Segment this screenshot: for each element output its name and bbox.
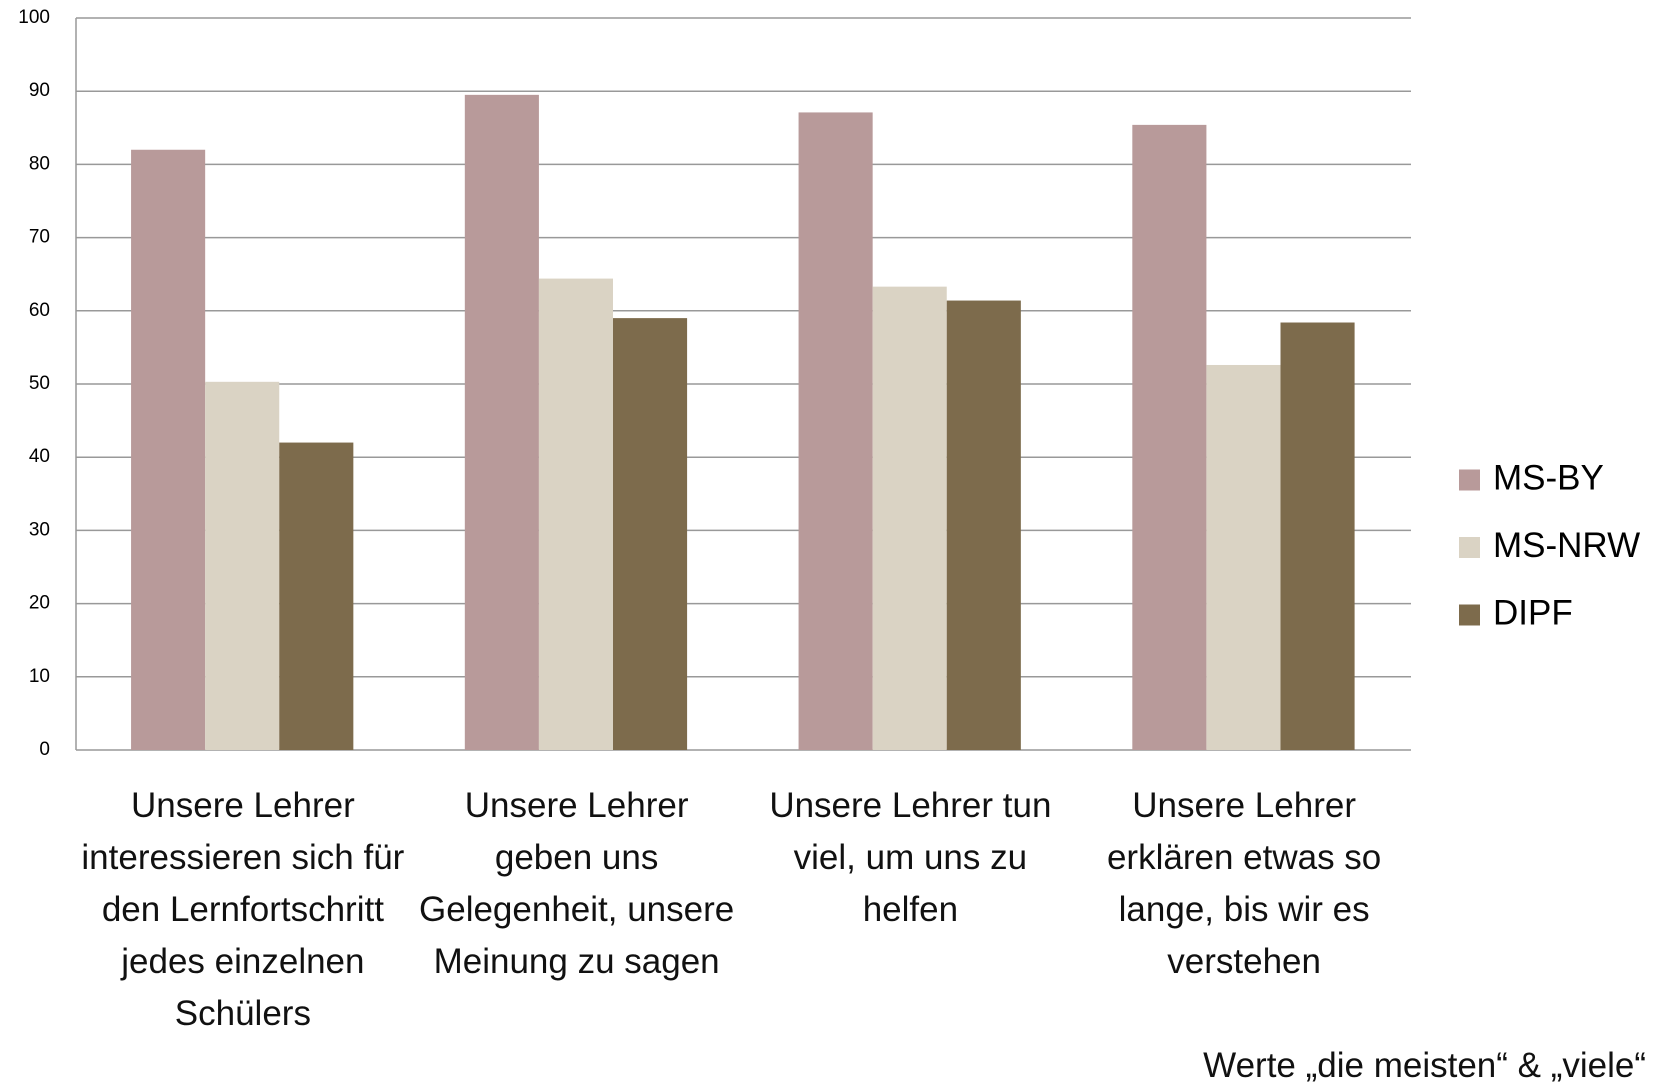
y-tick-label: 30: [29, 519, 50, 540]
x-tick-label: Unsere Lehrer geben uns Gelegenheit, uns…: [419, 786, 735, 981]
y-tick-label: 100: [18, 7, 50, 28]
bar: [1206, 364, 1281, 750]
bar: [131, 149, 206, 750]
legend-label: DIPF: [1493, 593, 1573, 632]
y-tick-label: 50: [29, 373, 50, 394]
y-tick-label: 60: [29, 300, 50, 321]
bar: [538, 278, 614, 750]
x-tick-label: Unsere Lehrer interessieren sich für den…: [81, 786, 405, 1033]
bar: [279, 442, 354, 750]
x-tick-label: Unsere Lehrer erklären etwas so lange, b…: [1106, 786, 1382, 981]
bar: [946, 300, 1021, 750]
bar: [798, 112, 873, 751]
y-tick-label: 0: [39, 739, 50, 760]
y-tick-label: 90: [29, 80, 50, 101]
bar: [1132, 124, 1207, 750]
annotation: Werte „die meisten“ & „viele“: [1203, 1046, 1646, 1085]
y-tick-label: 40: [29, 446, 50, 467]
y-tick-label: 20: [29, 593, 50, 614]
y-tick-label: 10: [29, 666, 50, 687]
bar: [1280, 322, 1355, 750]
legend-swatch: [1459, 604, 1480, 626]
legend-swatch: [1459, 469, 1480, 491]
legend-label: MS-NRW: [1493, 526, 1640, 565]
y-tick-label: 80: [29, 153, 50, 174]
bar: [613, 318, 688, 750]
legend-label: MS-BY: [1493, 458, 1604, 497]
bar: [872, 286, 947, 750]
bar: [464, 94, 539, 751]
y-tick-label: 70: [29, 227, 50, 248]
bar: [205, 381, 280, 750]
legend-swatch: [1459, 537, 1480, 558]
x-tick-label: Unsere Lehrer tun viel, um uns zu helfen: [769, 786, 1052, 929]
